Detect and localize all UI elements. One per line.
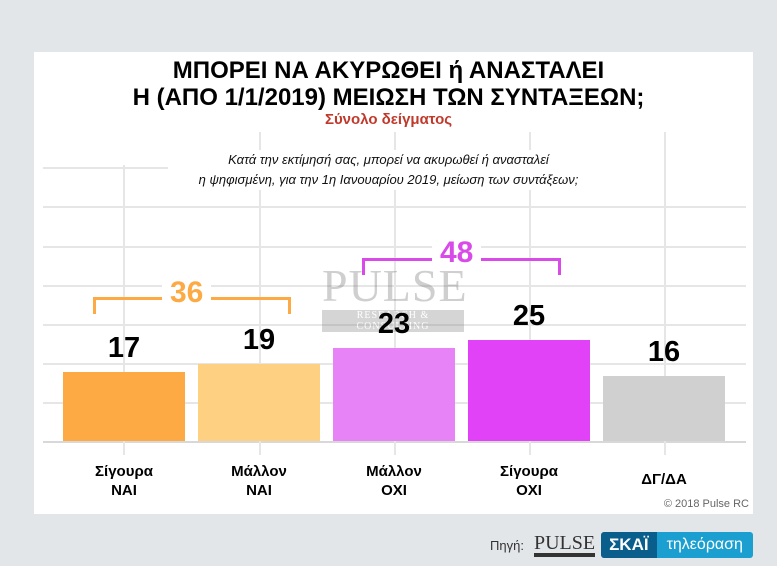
- category-label: Μάλλον ΝΑΙ: [194, 462, 324, 500]
- survey-question: Κατά την εκτίμησή σας, μπορεί να ακυρωθε…: [0, 150, 777, 190]
- category-label: Μάλλον ΟΧΙ: [329, 462, 459, 500]
- category-label: Σίγουρα ΝΑΙ: [59, 462, 189, 500]
- category-label: Σίγουρα ΟΧΙ: [464, 462, 594, 500]
- bar-value-label: 25: [512, 300, 546, 332]
- category-label: ΔΓ/ΔΑ: [599, 470, 729, 489]
- gridline-vertical: [259, 132, 261, 455]
- group-total-yes: 36: [162, 276, 212, 310]
- question-line1: Κατά την εκτίμησή σας, μπορεί να ακυρωθε…: [225, 150, 552, 170]
- bar-value-label: 23: [377, 308, 411, 340]
- pulse-logo: PULSE: [533, 532, 596, 557]
- bar-2: [198, 364, 320, 441]
- skai-tv-text: τηλεόραση: [656, 532, 753, 558]
- pulse-logo-text: PULSE: [533, 532, 596, 554]
- gridline-vertical: [394, 132, 396, 455]
- bar-4: [468, 340, 590, 441]
- category-label-line1: ΔΓ/ΔΑ: [641, 471, 687, 488]
- category-label-line1: Μάλλον: [366, 463, 422, 480]
- bar-value-label: 16: [647, 336, 681, 368]
- category-label-line1: Σίγουρα: [500, 463, 558, 480]
- category-label-line2: ΝΑΙ: [246, 482, 272, 499]
- chart-subtitle: Σύνολο δείγματος: [324, 111, 453, 128]
- question-line2: η ψηφισμένη, για την 1η Ιανουαρίου 2019,…: [195, 170, 582, 190]
- bar-1: [63, 372, 185, 441]
- gridline-vertical: [123, 165, 125, 455]
- category-label-line2: ΟΧΙ: [381, 482, 407, 499]
- watermark-subtext: RESEARCH & CONSULTING: [322, 310, 464, 332]
- bar-5: [603, 376, 725, 441]
- gridline: [43, 167, 168, 169]
- copyright: © 2018 Pulse RC: [663, 498, 749, 510]
- skai-logo-text: ΣΚΑΪ: [601, 532, 657, 558]
- category-label-line2: ΟΧΙ: [516, 482, 542, 499]
- category-label-line1: Σίγουρα: [95, 463, 153, 480]
- category-label-line1: Μάλλον: [231, 463, 287, 480]
- chart-title-line1: ΜΠΟΡΕΙ ΝΑ ΑΚΥΡΩΘΕΙ ή ΑΝΑΣΤΑΛΕΙ: [172, 57, 605, 84]
- group-total-no: 48: [432, 236, 482, 270]
- gridline-vertical: [529, 132, 531, 455]
- source-label: Πηγή:: [490, 537, 524, 553]
- skai-logo: ΣΚΑΪ τηλεόραση: [601, 532, 753, 558]
- bar-value-label: 19: [242, 324, 276, 356]
- bar-value-label: 17: [107, 332, 141, 364]
- chart-title-line2: Η (ΑΠΟ 1/1/2019) ΜΕΙΩΣΗ ΤΩΝ ΣΥΝΤΑΞΕΩΝ;: [132, 84, 645, 111]
- pulse-watermark: PULSE RESEARCH & CONSULTING: [322, 262, 467, 342]
- gridline-vertical: [664, 132, 666, 455]
- bar-3: [333, 348, 455, 441]
- footer-source: Πηγή: PULSE ΣΚΑΪ τηλεόραση: [490, 532, 753, 558]
- category-label-line2: ΝΑΙ: [111, 482, 137, 499]
